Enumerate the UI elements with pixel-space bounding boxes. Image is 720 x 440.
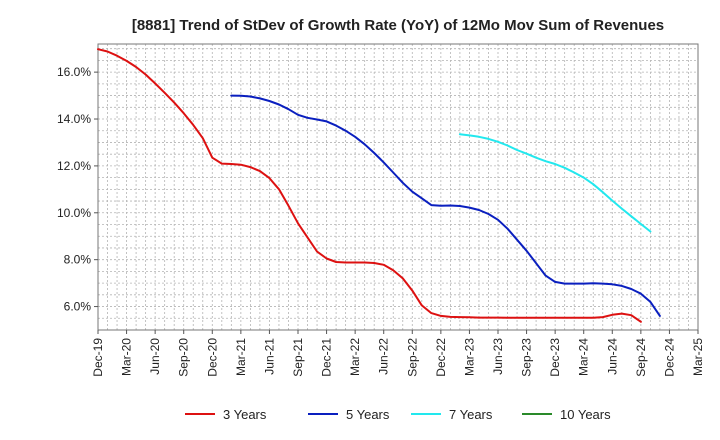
legend-label-5-years: 5 Years xyxy=(346,407,390,422)
x-tick-label: Dec-24 xyxy=(662,338,676,377)
x-tick-label: Sep-20 xyxy=(177,338,191,377)
legend-label-10-years: 10 Years xyxy=(560,407,611,422)
x-tick-label: Mar-24 xyxy=(577,338,591,376)
x-axis: Dec-19 Mar-20 Jun-20 Sep-20 Dec-20 Mar-21 Jun-… xyxy=(91,330,705,377)
x-tick-label: Jun-24 xyxy=(605,338,619,375)
chart-title: [8881] Trend of StDev of Growth Rate (Yo… xyxy=(132,17,664,34)
legend-label-3-years: 3 Years xyxy=(223,407,267,422)
series-line-7-years xyxy=(458,133,652,233)
x-tick-label: Jun-21 xyxy=(262,338,276,375)
x-tick-label: Sep-22 xyxy=(405,338,419,377)
x-tick-label: Dec-21 xyxy=(320,338,334,377)
x-tick-label: Sep-24 xyxy=(634,338,648,377)
y-tick-label: 8.0% xyxy=(64,253,92,267)
series-line-3-years xyxy=(97,48,642,323)
x-tick-label: Jun-20 xyxy=(148,338,162,375)
grid xyxy=(98,44,698,330)
legend: 3 Years 5 Years 7 Years 10 Years xyxy=(185,407,611,422)
x-tick-label: Dec-20 xyxy=(205,338,219,377)
x-tick-label: Dec-22 xyxy=(434,338,448,377)
x-tick-label: Jun-23 xyxy=(491,338,505,375)
x-tick-label: Dec-19 xyxy=(91,338,105,377)
plot-area xyxy=(97,43,699,331)
y-tick-label: 16.0% xyxy=(57,65,91,79)
series xyxy=(97,48,661,323)
y-tick-label: 14.0% xyxy=(57,112,91,126)
x-tick-label: Mar-20 xyxy=(120,338,134,376)
x-tick-label: Dec-23 xyxy=(548,338,562,377)
y-tick-label: 6.0% xyxy=(64,300,92,314)
x-tick-label: Mar-22 xyxy=(348,338,362,376)
x-tick-label: Mar-23 xyxy=(462,338,476,376)
y-tick-label: 12.0% xyxy=(57,159,91,173)
x-tick-label: Jun-22 xyxy=(377,338,391,375)
x-tick-label: Mar-25 xyxy=(691,338,705,376)
y-axis: 6.0% 8.0% 10.0% 12.0% 14.0% 16.0% xyxy=(57,65,98,314)
series-line-5-years xyxy=(230,94,661,317)
legend-label-7-years: 7 Years xyxy=(449,407,493,422)
x-tick-label: Sep-21 xyxy=(291,338,305,377)
y-tick-label: 10.0% xyxy=(57,206,91,220)
x-tick-label: Mar-21 xyxy=(234,338,248,376)
x-tick-label: Sep-23 xyxy=(520,338,534,377)
